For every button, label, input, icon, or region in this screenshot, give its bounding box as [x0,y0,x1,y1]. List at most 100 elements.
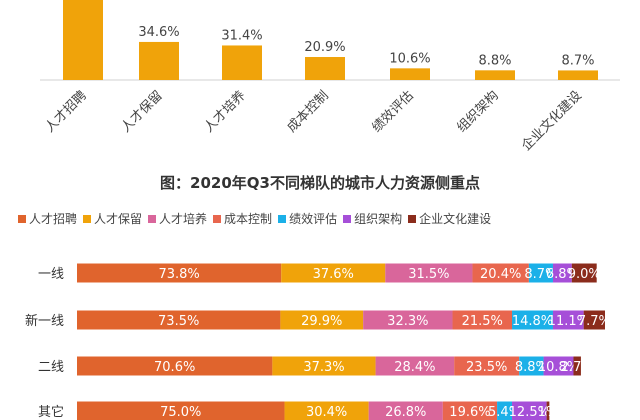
legend-label: 企业文化建设 [419,212,492,226]
data-label: 75.0% [160,405,201,420]
data-label: 30.4% [306,405,347,420]
data-label: 31.4% [221,28,262,43]
bar-segment [375,356,455,376]
bar-segment [77,401,285,420]
y-tick-label: 新一线 [25,313,64,329]
data-label: 73.8% [158,267,199,282]
y-tick-label: 二线 [38,360,64,375]
bar-segment [552,263,572,283]
data-label: 26.8% [385,405,426,420]
x-tick-label: 成本控制 [284,88,331,135]
bar-segment [368,401,443,420]
legend-swatch [343,215,352,223]
bar-segment [77,356,273,376]
data-label: 19.6% [449,405,490,420]
bar-segment [454,356,520,376]
bar-segment [512,310,553,330]
legend-label: 绩效评估 [289,212,338,226]
data-label: 8.8% [515,360,548,375]
data-label: 14.8% [512,314,553,329]
bar [222,45,262,80]
bar-segment [552,310,584,330]
bar-segment [546,401,550,420]
chart-title: 图：2020年Q3不同梯队的城市人力资源侧重点 [160,174,480,192]
legend-swatch [278,215,287,223]
data-label: 8.7% [524,267,557,282]
data-label: 70.6% [154,360,195,375]
data-label: 73.5% [158,314,199,329]
x-tick-label: 企业文化建设 [518,88,584,154]
bar-segment [272,356,376,376]
bar-segment [519,356,544,376]
data-label: 20.9% [304,40,345,55]
data-label: 37.3% [303,360,344,375]
legend-item: 绩效评估 [278,210,337,227]
legend-swatch [408,215,417,223]
data-label: 37.6% [313,267,354,282]
x-tick-label: 人才保留 [118,88,165,135]
data-label: 6.8% [546,267,579,282]
y-tick-label: 其它 [38,404,64,420]
bar-segment [583,310,605,330]
bar-segment [77,263,282,283]
bar-segment [281,263,386,283]
legend-label: 人才招聘 [29,212,78,226]
legend-item: 人才招聘 [18,210,77,227]
legend-item: 企业文化建设 [408,210,491,227]
bar-segment [442,401,498,420]
data-label: 34.6% [138,25,179,40]
data-label: 9.0% [568,267,601,282]
legend: 人才招聘 人才保留 人才培养 成本控制 绩效评估 组织架构 企业文化建设 [18,210,638,227]
x-tick-label: 组织架构 [454,88,501,135]
bar-segment [528,263,553,283]
bar [139,41,179,80]
data-label: 1% [538,405,559,420]
bar [63,0,103,80]
legend-swatch [148,215,157,223]
legend-swatch [83,215,92,223]
x-tick-label: 绩效评估 [369,88,416,135]
legend-label: 成本控制 [224,212,273,226]
data-label: 21.5% [462,314,503,329]
legend-swatch [213,215,222,223]
y-tick-label: 一线 [38,267,64,282]
legend-item: 成本控制 [213,210,272,227]
bar-segment [472,263,529,283]
bar-segment [77,310,281,330]
bar-segment [571,263,597,283]
bar [390,68,430,80]
stacked-bar-chart: 一线 73.8% 37.6% 31.5% 20.4% 8.7%6.8%9.0% 新一线 73.… [25,263,611,420]
data-label: 32.3% [387,314,428,329]
bar [475,70,515,80]
data-label: 23.5% [466,360,507,375]
bar [305,57,345,80]
x-tick-label: 人才招聘 [42,88,89,135]
bar-segment [363,310,453,330]
data-label: 28.4% [394,360,435,375]
top-bar-chart: 人才招聘 34.6% 人才保留 31.4% 人才培养 20.9% 成本控制 10.6% 绩效评估… [40,0,620,154]
bar-segment [497,401,513,420]
legend-item: 人才保留 [83,210,142,227]
bar [558,70,598,80]
bar-segment [512,401,547,420]
data-label: 29.9% [301,314,342,329]
data-label: 7.7% [578,314,611,329]
data-label: 11.1% [548,314,589,329]
legend-label: 组织架构 [354,212,403,226]
data-label: 31.5% [408,267,449,282]
bar-segment [543,356,574,376]
legend-item: 组织架构 [343,210,402,227]
legend-label: 人才保留 [94,212,143,226]
data-label: 20.4% [480,267,521,282]
bar-segment [284,401,369,420]
bar-segment [385,263,473,283]
bar-segment [573,356,581,376]
data-label: 12.5% [509,405,550,420]
bar-segment [280,310,364,330]
bar-segment [452,310,513,330]
legend-swatch [18,215,26,223]
legend-item: 人才培养 [148,210,207,227]
legend-label: 人才培养 [159,212,208,226]
data-label: 8.7% [561,53,594,68]
data-label: 10.6% [389,51,430,66]
